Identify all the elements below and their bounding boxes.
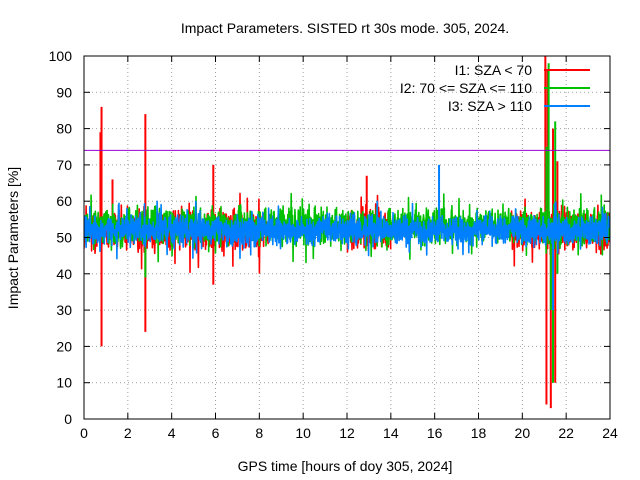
grid bbox=[84, 56, 610, 419]
x-tick-label-8: 8 bbox=[255, 425, 263, 441]
x-tick-label-14: 14 bbox=[383, 425, 399, 441]
y-axis-label: Impact Parameters [%] bbox=[5, 167, 21, 309]
x-tick-label-20: 20 bbox=[515, 425, 531, 441]
x-tick-label-12: 12 bbox=[339, 425, 355, 441]
x-tick-label-18: 18 bbox=[471, 425, 487, 441]
y-tick-label-50: 50 bbox=[56, 230, 72, 246]
y-tick-label-90: 90 bbox=[56, 84, 72, 100]
y-tick-labels: 0 10 20 30 40 50 60 70 80 90 100 bbox=[49, 48, 73, 427]
x-axis-label: GPS time [hours of doy 305, 2024] bbox=[238, 458, 453, 474]
y-tick-label-0: 0 bbox=[64, 411, 72, 427]
x-tick-label-2: 2 bbox=[124, 425, 132, 441]
series-layer bbox=[84, 56, 610, 409]
y-tick-label-20: 20 bbox=[56, 338, 72, 354]
y-tick-label-70: 70 bbox=[56, 157, 72, 173]
series-line-3 bbox=[84, 200, 610, 260]
y-tick-label-60: 60 bbox=[56, 193, 72, 209]
x-tick-labels: 0 2 4 6 8 10 12 14 16 18 20 22 24 bbox=[80, 425, 618, 441]
legend: I1: SZA < 70 I2: 70 <= SZA <= 110 I3: SZA … bbox=[400, 62, 590, 114]
x-tick-label-4: 4 bbox=[168, 425, 176, 441]
y-tick-label-80: 80 bbox=[56, 121, 72, 137]
legend-label-1: I1: SZA < 70 bbox=[455, 62, 533, 78]
y-tick-label-40: 40 bbox=[56, 266, 72, 282]
x-tick-label-22: 22 bbox=[558, 425, 574, 441]
x-tick-label-16: 16 bbox=[427, 425, 443, 441]
axis-ticks bbox=[83, 55, 611, 420]
x-tick-label-10: 10 bbox=[295, 425, 311, 441]
y-tick-label-30: 30 bbox=[56, 302, 72, 318]
x-tick-label-6: 6 bbox=[212, 425, 220, 441]
legend-label-2: I2: 70 <= SZA <= 110 bbox=[400, 80, 532, 96]
x-tick-label-24: 24 bbox=[602, 425, 618, 441]
y-tick-label-10: 10 bbox=[56, 375, 72, 391]
chart-title: Impact Parameters. SISTED rt 30s mode. 3… bbox=[181, 20, 509, 36]
legend-label-3: I3: SZA > 110 bbox=[448, 98, 532, 114]
y-tick-label-100: 100 bbox=[49, 48, 73, 64]
x-tick-label-0: 0 bbox=[80, 425, 88, 441]
